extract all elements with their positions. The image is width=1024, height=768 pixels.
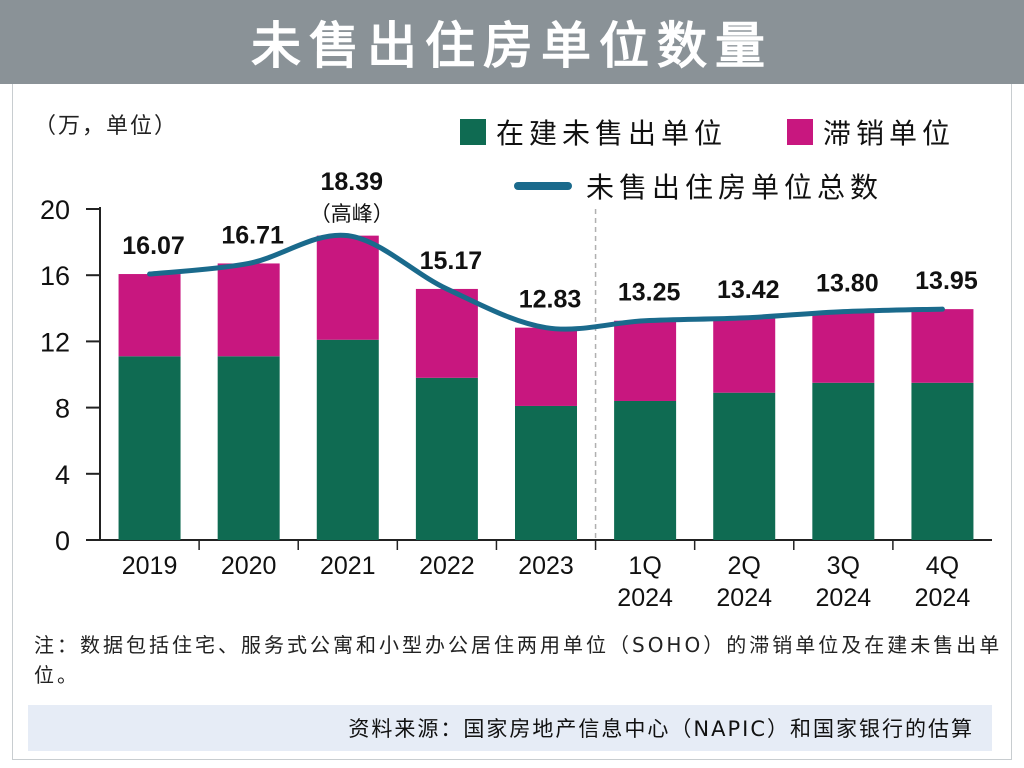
x-tick-label: 1Q [628,552,661,580]
chart-title: 未售出住房单位数量 [251,17,773,75]
legend-construction-label: 在建未售出单位 [496,117,728,150]
bar-construction [217,356,280,540]
chart-frame [12,84,1012,760]
x-tick-label: 3Q [827,552,860,580]
x-tick-label: 2024 [617,584,673,612]
x-tick-label: 2024 [816,584,872,612]
source-text: 资料来源：国家房地产信息中心（NAPIC）和国家银行的估算 [348,717,974,741]
total-line [147,232,945,332]
data-label: 16.71 [221,221,284,249]
bar-construction [614,400,677,540]
footnote: 注：数据包括住宅、服务式公寓和小型办公居住两用单位（SOHO）的滞销单位及在建未… [34,633,1003,687]
x-tick-label: 2024 [716,584,772,612]
bar-construction [415,377,478,540]
bar-overhang [911,309,974,383]
data-label: 13.25 [618,279,681,307]
x-tick-label: 2Q [728,552,761,580]
y-tick-label: 8 [55,394,70,424]
bar-construction [316,339,379,540]
data-label: 13.95 [915,267,978,295]
x-tick-label: 2019 [122,552,178,580]
legend-total: 未售出住房单位总数 [514,166,883,206]
legend-overhang-label: 滞销单位 [823,117,956,150]
x-tick-label: 2024 [915,584,971,612]
y-tick-label: 20 [40,195,70,225]
legend-overhang: 滞销单位 [787,112,955,152]
chart-plot: 0 4 8 12 16 20 2019 2020 2021 2022 2023 1Q 2024 2Q 202… [40,168,992,612]
legend-construction: 在建未售出单位 [460,112,727,152]
bar-overhang [217,263,280,357]
peak-annotation: （高峰） [310,202,394,226]
x-tick-label: 2021 [320,552,376,580]
x-tick-label: 2023 [518,552,574,580]
title-banner: 未售出住房单位数量 [0,0,1024,84]
bar-construction [911,382,974,540]
data-label: 15.17 [420,247,483,275]
unit-label: （万，单位） [34,114,179,139]
data-label: 16.07 [122,232,185,260]
y-tick-label: 12 [40,327,70,357]
bar-overhang [118,274,181,357]
source-bar: 资料来源：国家房地产信息中心（NAPIC）和国家银行的估算 [28,705,992,751]
x-tick-label: 2020 [221,552,277,580]
bar-construction [812,382,875,540]
data-label: 13.42 [717,276,780,304]
bar-overhang [515,327,577,406]
bar-overhang [812,311,875,383]
bar-construction [515,405,577,540]
bar-overhang [713,317,776,393]
y-tick-label: 0 [55,526,70,556]
bar-overhang [316,235,379,340]
bar-construction [713,392,776,540]
bar-overhang [614,320,677,401]
legend-total-line [514,182,572,190]
legend-total-label: 未售出住房单位总数 [586,171,884,204]
x-tick-label: 2022 [419,552,475,580]
y-tick-label: 4 [55,460,70,490]
legend-overhang-swatch [787,119,813,145]
data-label: 18.39 [320,168,383,196]
x-tick-label: 4Q [926,552,959,580]
data-label: 13.80 [816,270,879,298]
y-tick-label: 16 [40,261,70,291]
legend-construction-swatch [460,119,486,145]
bar-overhang [415,288,478,378]
bar-construction [118,356,181,540]
data-label: 12.83 [519,286,582,314]
